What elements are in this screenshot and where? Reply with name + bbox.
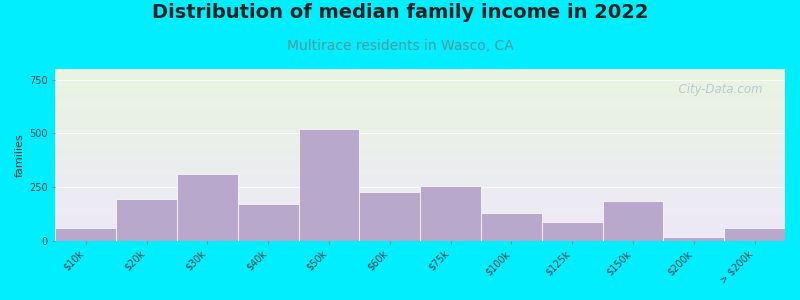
Bar [238,204,298,241]
Bar [663,237,724,241]
Bar [359,191,420,241]
Bar [298,129,359,241]
Bar [724,228,785,241]
Bar [481,213,542,241]
Y-axis label: families: families [15,133,25,177]
Bar [177,174,238,241]
Bar [420,186,481,241]
Text: Distribution of median family income in 2022: Distribution of median family income in … [152,3,648,22]
Bar [55,228,116,241]
Text: Multirace residents in Wasco, CA: Multirace residents in Wasco, CA [286,39,514,53]
Text: City-Data.com: City-Data.com [671,83,763,96]
Bar [602,201,663,241]
Bar [542,222,602,241]
Bar [116,199,177,241]
